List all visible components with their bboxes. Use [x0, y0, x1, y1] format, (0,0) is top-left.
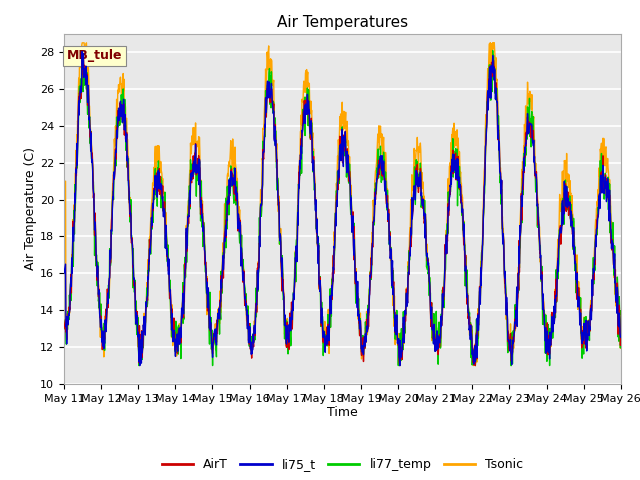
Text: MB_tule: MB_tule [67, 49, 122, 62]
Y-axis label: Air Temperature (C): Air Temperature (C) [24, 147, 37, 270]
X-axis label: Time: Time [327, 407, 358, 420]
Title: Air Temperatures: Air Temperatures [277, 15, 408, 30]
Legend: AirT, li75_t, li77_temp, Tsonic: AirT, li75_t, li77_temp, Tsonic [157, 453, 528, 476]
